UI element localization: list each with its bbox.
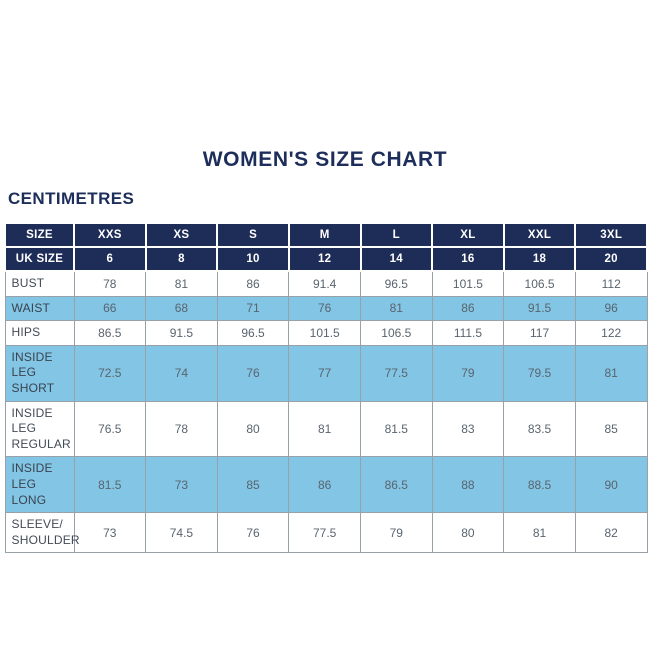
measurement-cell: 86: [431, 295, 505, 322]
measurement-cell: 90: [574, 456, 648, 514]
measurement-cell: 71: [216, 295, 290, 322]
header-cell: 14: [359, 246, 434, 272]
row-label: WAIST: [4, 295, 75, 322]
measurement-cell: 122: [574, 320, 648, 346]
measurement-cell: 68: [145, 295, 218, 322]
measurement-cell: 86.5: [360, 456, 433, 514]
header-cell: XS: [144, 222, 219, 248]
measurement-cell: 73: [145, 456, 218, 514]
measurement-cell: 78: [73, 270, 147, 297]
row-label: INSIDE LEG LONG: [4, 456, 75, 514]
measurement-cell: 76: [216, 512, 290, 554]
header-row-uk-size: UK SIZE 6 8 10 12 14 16 18 20: [4, 246, 648, 272]
measurement-cell: 81: [574, 344, 648, 402]
header-row-label: SIZE: [4, 222, 75, 248]
measurement-cell: 77.5: [288, 512, 361, 554]
header-row-size: SIZE XXS XS S M L XL XXL 3XL: [4, 222, 648, 248]
measurement-cell: 74: [145, 344, 218, 402]
row-label: INSIDE LEG SHORT: [4, 344, 75, 402]
table-row: WAIST 66 68 71 76 81 86 91.5 96: [4, 295, 648, 322]
measurement-cell: 72.5: [73, 344, 147, 402]
measurement-cell: 106.5: [360, 320, 433, 346]
measurement-cell: 85: [216, 456, 290, 514]
row-label: INSIDE LEG REGULAR: [4, 400, 75, 458]
table-row: SLEEVE/​SHOULDER 73 74.5 76 77.5 79 80 81 82: [4, 512, 648, 554]
measurement-cell: 85: [574, 400, 648, 458]
measurement-cell: 88.5: [503, 456, 576, 514]
measurement-cell: 74.5: [145, 512, 218, 554]
measurement-cell: 81.5: [360, 400, 433, 458]
measurement-cell: 81: [503, 512, 576, 554]
measurement-cell: 86: [216, 270, 290, 297]
header-cell: 16: [431, 246, 505, 272]
header-cell: M: [287, 222, 362, 248]
header-cell: 20: [574, 246, 648, 272]
header-cell: XXL: [502, 222, 577, 248]
measurement-cell: 81: [288, 400, 361, 458]
units-label: CENTIMETRES: [8, 189, 135, 208]
measurement-cell: 76.5: [73, 400, 147, 458]
measurement-cell: 101.5: [431, 270, 505, 297]
table-row: INSIDE LEG LONG 81.5 73 85 86 86.5 88 88.5 90: [4, 456, 648, 514]
measurement-cell: 91.4: [288, 270, 361, 297]
table-row: BUST 78 81 86 91.4 96.5 101.5 106.5 112: [4, 270, 648, 297]
table-row: INSIDE LEG REGULAR 76.5 78 80 81 81.5 83 83.5 85: [4, 400, 648, 458]
measurement-cell: 96.5: [360, 270, 433, 297]
measurement-cell: 66: [73, 295, 147, 322]
size-chart-header: SIZE XXS XS S M L XL XXL 3XL UK SIZE 6 8 10 12 14 16 18 2…: [4, 222, 648, 272]
header-cell: L: [359, 222, 434, 248]
header-cell: 10: [216, 246, 290, 272]
measurement-cell: 96.5: [216, 320, 290, 346]
measurement-cell: 101.5: [288, 320, 361, 346]
header-cell: 18: [502, 246, 577, 272]
measurement-cell: 83.5: [503, 400, 576, 458]
row-label: BUST: [4, 270, 75, 297]
header-cell: 3XL: [574, 222, 648, 248]
measurement-cell: 111.5: [431, 320, 505, 346]
measurement-cell: 81: [145, 270, 218, 297]
measurement-cell: 91.5: [503, 295, 576, 322]
page-title: WOMEN'S SIZE CHART: [202, 148, 448, 171]
measurement-cell: 88: [431, 456, 505, 514]
measurement-cell: 91.5: [145, 320, 218, 346]
header-row-label: UK SIZE: [4, 246, 75, 272]
table-row: HIPS 86.5 91.5 96.5 101.5 106.5 111.5 117 122: [4, 320, 648, 346]
measurement-cell: 78: [145, 400, 218, 458]
measurement-cell: 117: [503, 320, 576, 346]
header-cell: 12: [287, 246, 362, 272]
measurement-cell: 79: [431, 344, 505, 402]
measurement-cell: 73: [73, 512, 147, 554]
header-cell: XL: [431, 222, 505, 248]
measurement-cell: 86.5: [73, 320, 147, 346]
measurement-cell: 80: [431, 512, 505, 554]
measurement-cell: 77.5: [360, 344, 433, 402]
measurement-cell: 86: [288, 456, 361, 514]
table-row: INSIDE LEG SHORT 72.5 74 76 77 77.5 79 79.5 81: [4, 344, 648, 402]
measurement-cell: 76: [288, 295, 361, 322]
header-cell: S: [216, 222, 290, 248]
header-cell: 6: [73, 246, 147, 272]
measurement-cell: 81.5: [73, 456, 147, 514]
header-cell: XXS: [73, 222, 147, 248]
measurement-cell: 80: [216, 400, 290, 458]
measurement-cell: 96: [574, 295, 648, 322]
measurement-cell: 81: [360, 295, 433, 322]
row-label: HIPS: [4, 320, 75, 346]
size-chart-table: SIZE XXS XS S M L XL XXL 3XL UK SIZE 6 8 10 12 14 16 18 2…: [4, 222, 648, 554]
measurement-cell: 79: [360, 512, 433, 554]
size-chart-body: BUST 78 81 86 91.4 96.5 101.5 106.5 112 WAIST 66 68…: [4, 270, 648, 554]
measurement-cell: 83: [431, 400, 505, 458]
measurement-cell: 82: [574, 512, 648, 554]
row-label: SLEEVE/​SHOULDER: [4, 512, 80, 554]
measurement-cell: 112: [574, 270, 648, 297]
measurement-cell: 79.5: [503, 344, 576, 402]
header-cell: 8: [144, 246, 219, 272]
measurement-cell: 106.5: [503, 270, 576, 297]
measurement-cell: 76: [216, 344, 290, 402]
measurement-cell: 77: [288, 344, 361, 402]
